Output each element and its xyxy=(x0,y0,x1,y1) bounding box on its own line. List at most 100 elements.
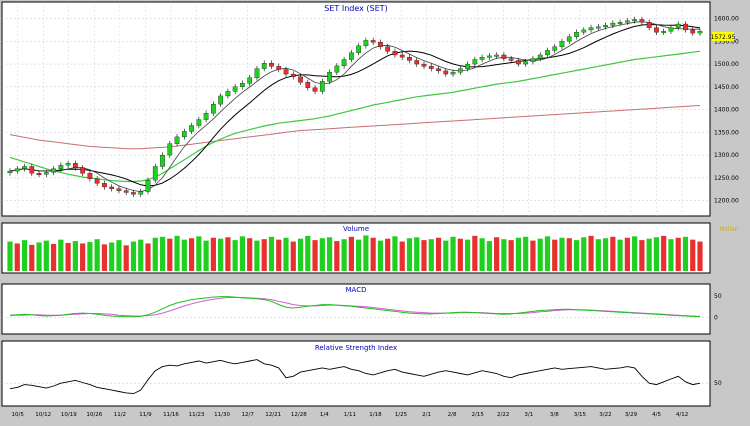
candle-body xyxy=(457,68,463,73)
rsi-line xyxy=(2,359,710,395)
volume-legend: Million xyxy=(719,226,739,233)
volume-bar xyxy=(464,239,471,271)
volume-bar xyxy=(457,238,463,271)
candle xyxy=(138,188,144,197)
volume-bar xyxy=(501,239,507,271)
volume-bar xyxy=(595,239,601,271)
candle xyxy=(160,152,165,170)
volume-bar xyxy=(283,237,289,271)
volume-bar xyxy=(174,235,180,271)
volume-panel: Volume Million xyxy=(1,222,739,274)
candle xyxy=(7,168,13,176)
candle xyxy=(298,74,303,86)
candle xyxy=(378,39,383,50)
macd-panel: MACD 0 50 xyxy=(1,283,722,335)
candle-body xyxy=(341,59,347,67)
candle-body xyxy=(109,186,115,189)
candle-body xyxy=(494,54,499,57)
candle-body xyxy=(530,58,536,62)
volume-bar xyxy=(188,238,195,271)
volume-bar xyxy=(435,237,442,271)
candle-body xyxy=(363,40,369,47)
volume-bar xyxy=(414,237,420,271)
candle-body xyxy=(261,63,267,69)
candle xyxy=(305,79,311,91)
candle-body xyxy=(203,113,209,120)
volume-bar xyxy=(348,236,354,271)
date-tick-label: 4/5 xyxy=(652,412,661,418)
candle xyxy=(327,69,332,85)
candle-body xyxy=(312,87,318,92)
candle-body xyxy=(639,19,645,23)
volume-bar xyxy=(138,239,144,271)
macd-y-axis: 0 50 xyxy=(714,293,722,321)
candle xyxy=(603,22,608,30)
candle xyxy=(428,63,434,72)
last-price-tag xyxy=(712,32,734,41)
candle-body xyxy=(588,27,594,31)
price-tick-label: 1250.00 xyxy=(714,175,739,182)
candle xyxy=(501,52,507,62)
volume-bar xyxy=(428,239,434,271)
price-gridlines xyxy=(2,2,710,216)
volume-bar xyxy=(21,240,28,271)
macd-chart-title: MACD xyxy=(346,286,367,294)
volume-bar xyxy=(537,238,543,271)
candle xyxy=(203,110,209,123)
candle-body xyxy=(370,40,376,43)
candle xyxy=(87,170,93,182)
candle-body xyxy=(421,63,427,67)
candle xyxy=(479,54,485,63)
volume-bar xyxy=(566,238,572,271)
candle-body xyxy=(443,70,449,75)
candle-body xyxy=(131,192,136,195)
candle xyxy=(668,24,674,35)
candle xyxy=(683,21,688,33)
candle xyxy=(131,189,136,197)
volume-bar xyxy=(472,235,478,271)
volume-bar xyxy=(290,241,296,271)
candle xyxy=(356,43,361,56)
volume-bar xyxy=(305,235,311,271)
volume-bar xyxy=(14,243,20,271)
volume-bar xyxy=(632,236,638,271)
candle-body xyxy=(349,52,354,60)
candle-body xyxy=(73,163,78,168)
rsi-y-axis: 50 xyxy=(714,380,722,387)
volume-bar xyxy=(225,237,231,271)
date-tick-label: 1/4 xyxy=(320,412,329,418)
candle xyxy=(566,34,572,45)
candle xyxy=(80,165,85,177)
candle xyxy=(472,56,478,67)
volume-bar xyxy=(152,237,158,271)
volume-bar xyxy=(101,244,108,271)
price-tick-label: 1200.00 xyxy=(714,198,739,205)
volume-bar xyxy=(450,236,456,271)
candle-body xyxy=(545,50,550,56)
price-tick-label: 1400.00 xyxy=(714,107,739,114)
candle-body xyxy=(690,29,696,34)
candle-body xyxy=(508,58,514,61)
volume-bar xyxy=(385,238,391,271)
candle xyxy=(225,88,231,99)
candle xyxy=(595,24,601,31)
candle xyxy=(254,65,260,81)
volume-bar xyxy=(167,238,173,271)
volume-bar xyxy=(341,239,347,271)
candle-body xyxy=(290,73,296,77)
volume-bar xyxy=(675,237,681,271)
candle xyxy=(283,66,289,77)
candle xyxy=(399,52,405,60)
sma-mid-line xyxy=(9,23,701,187)
price-chart-title: SET Index (SET) xyxy=(324,4,387,13)
candle-body xyxy=(465,63,470,69)
date-tick-label: 1/11 xyxy=(344,412,356,418)
sma-75-line xyxy=(9,50,701,183)
date-tick-label: 10/26 xyxy=(86,412,102,418)
volume-bar xyxy=(159,236,166,271)
candle xyxy=(588,24,594,33)
candle-body xyxy=(181,131,187,138)
candle xyxy=(385,44,391,55)
volume-bar xyxy=(610,236,616,271)
